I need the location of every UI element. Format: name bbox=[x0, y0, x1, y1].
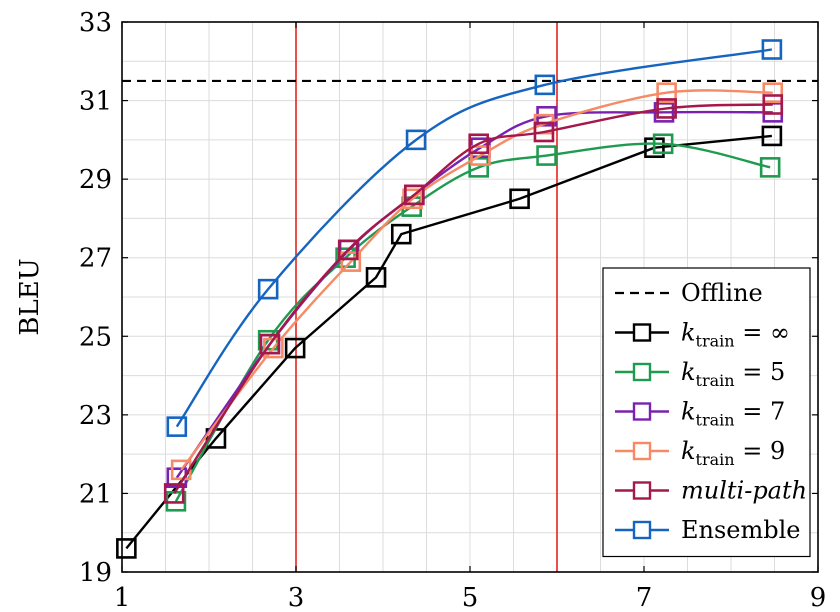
legend-marker bbox=[634, 364, 650, 380]
y-tick-label: 23 bbox=[79, 401, 112, 431]
legend-marker bbox=[634, 443, 650, 459]
x-tick-label: 9 bbox=[810, 583, 827, 612]
legend-label: multi-path bbox=[681, 477, 807, 505]
x-tick-label: 1 bbox=[114, 583, 131, 612]
legend-marker bbox=[634, 483, 650, 499]
y-tick-label: 21 bbox=[79, 479, 112, 509]
y-axis-label: BLEU bbox=[15, 258, 45, 335]
y-tick-label: 31 bbox=[79, 87, 112, 117]
y-tick-label: 25 bbox=[79, 322, 112, 352]
legend-marker bbox=[634, 522, 650, 538]
legend-label: Offline bbox=[681, 279, 763, 307]
y-tick-label: 27 bbox=[79, 244, 112, 274]
y-tick-label: 33 bbox=[79, 8, 112, 38]
x-tick-label: 5 bbox=[462, 583, 479, 612]
legend-marker bbox=[634, 325, 650, 341]
legend-marker bbox=[634, 404, 650, 420]
y-tick-label: 19 bbox=[79, 558, 112, 588]
x-tick-label: 7 bbox=[636, 583, 653, 612]
x-tick-label: 3 bbox=[288, 583, 305, 612]
legend-label: Ensemble bbox=[681, 516, 801, 544]
y-tick-label: 29 bbox=[79, 165, 112, 195]
